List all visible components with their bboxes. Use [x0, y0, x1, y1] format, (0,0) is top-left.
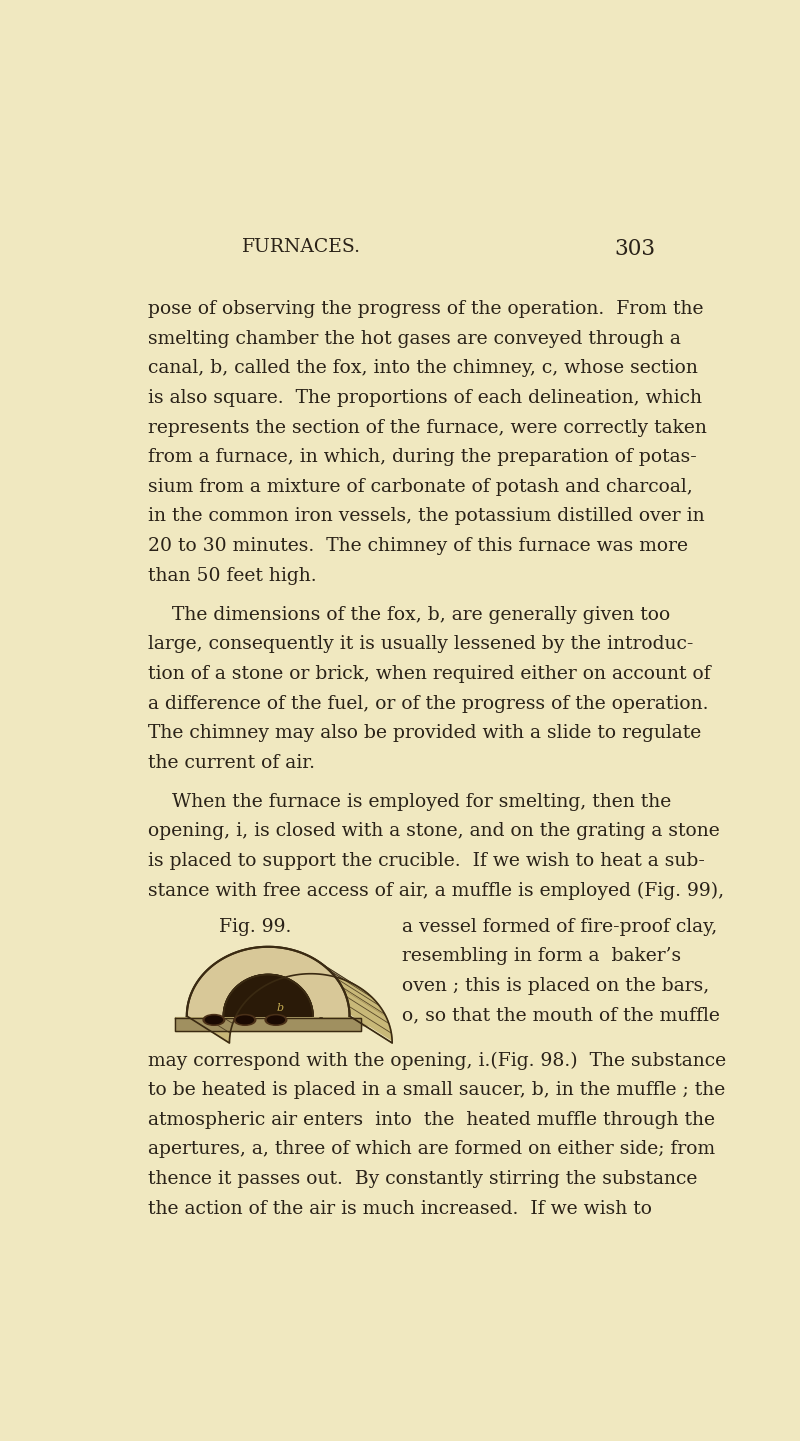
- Text: the current of air.: the current of air.: [148, 754, 315, 772]
- Text: stance with free access of air, a muffle is employed (Fig. 99),: stance with free access of air, a muffle…: [148, 882, 724, 901]
- Text: in the common iron vessels, the potassium distilled over in: in the common iron vessels, the potassiu…: [148, 507, 705, 526]
- Ellipse shape: [265, 1014, 286, 1026]
- Text: apertures, a, three of which are formed on either side; from: apertures, a, three of which are formed …: [148, 1140, 715, 1159]
- Text: tion of a stone or brick, when required either on account of: tion of a stone or brick, when required …: [148, 664, 710, 683]
- Text: oven ; this is placed on the bars,: oven ; this is placed on the bars,: [402, 977, 710, 994]
- Text: The dimensions of the fox, b, are generally given too: The dimensions of the fox, b, are genera…: [148, 605, 670, 624]
- Text: sium from a mixture of carbonate of potash and charcoal,: sium from a mixture of carbonate of pota…: [148, 478, 693, 496]
- Ellipse shape: [237, 1016, 254, 1023]
- Polygon shape: [187, 947, 350, 1016]
- Text: FURNACES.: FURNACES.: [242, 238, 361, 256]
- Text: opening, i, is closed with a stone, and on the grating a stone: opening, i, is closed with a stone, and …: [148, 823, 720, 840]
- Polygon shape: [223, 974, 313, 1016]
- Text: a vessel formed of fire-proof clay,: a vessel formed of fire-proof clay,: [402, 918, 718, 935]
- Text: Fig. 99.: Fig. 99.: [219, 918, 291, 935]
- Text: is placed to support the crucible.  If we wish to heat a sub-: is placed to support the crucible. If we…: [148, 852, 705, 870]
- Ellipse shape: [234, 1014, 256, 1026]
- Ellipse shape: [267, 1016, 285, 1023]
- Text: 20 to 30 minutes.  The chimney of this furnace was more: 20 to 30 minutes. The chimney of this fu…: [148, 537, 688, 555]
- Text: from a furnace, in which, during the preparation of potas-: from a furnace, in which, during the pre…: [148, 448, 697, 467]
- Text: large, consequently it is usually lessened by the introduc-: large, consequently it is usually lessen…: [148, 635, 694, 653]
- Text: than 50 feet high.: than 50 feet high.: [148, 566, 317, 585]
- Polygon shape: [175, 1017, 361, 1032]
- Text: a difference of the fuel, or of the progress of the operation.: a difference of the fuel, or of the prog…: [148, 695, 709, 713]
- Text: is also square.  The proportions of each delineation, which: is also square. The proportions of each …: [148, 389, 702, 406]
- Text: smelting chamber the hot gases are conveyed through a: smelting chamber the hot gases are conve…: [148, 330, 681, 347]
- Text: represents the section of the furnace, were correctly taken: represents the section of the furnace, w…: [148, 418, 707, 437]
- Text: o, so that the mouth of the muffle: o, so that the mouth of the muffle: [402, 1006, 720, 1025]
- Text: to be heated is placed in a small saucer, b, in the muffle ; the: to be heated is placed in a small saucer…: [148, 1081, 726, 1099]
- Ellipse shape: [203, 1014, 225, 1026]
- Text: resembling in form a  baker’s: resembling in form a baker’s: [402, 947, 682, 965]
- Text: b: b: [276, 1003, 283, 1013]
- Text: The chimney may also be provided with a slide to regulate: The chimney may also be provided with a …: [148, 725, 702, 742]
- Text: canal, b, called the fox, into the chimney, c, whose section: canal, b, called the fox, into the chimn…: [148, 359, 698, 378]
- Text: 303: 303: [614, 238, 655, 261]
- Ellipse shape: [206, 1016, 222, 1023]
- Text: the action of the air is much increased.  If we wish to: the action of the air is much increased.…: [148, 1200, 652, 1218]
- Text: pose of observing the progress of the operation.  From the: pose of observing the progress of the op…: [148, 300, 703, 318]
- Text: When the furnace is employed for smelting, then the: When the furnace is employed for smeltin…: [148, 793, 671, 811]
- Polygon shape: [187, 947, 392, 1043]
- Text: atmospheric air enters  into  the  heated muffle through the: atmospheric air enters into the heated m…: [148, 1111, 715, 1128]
- Polygon shape: [175, 1017, 374, 1026]
- Text: thence it passes out.  By constantly stirring the substance: thence it passes out. By constantly stir…: [148, 1170, 698, 1187]
- Text: may correspond with the opening, i.(Fig. 98.)  The substance: may correspond with the opening, i.(Fig.…: [148, 1052, 726, 1069]
- Polygon shape: [223, 974, 313, 1016]
